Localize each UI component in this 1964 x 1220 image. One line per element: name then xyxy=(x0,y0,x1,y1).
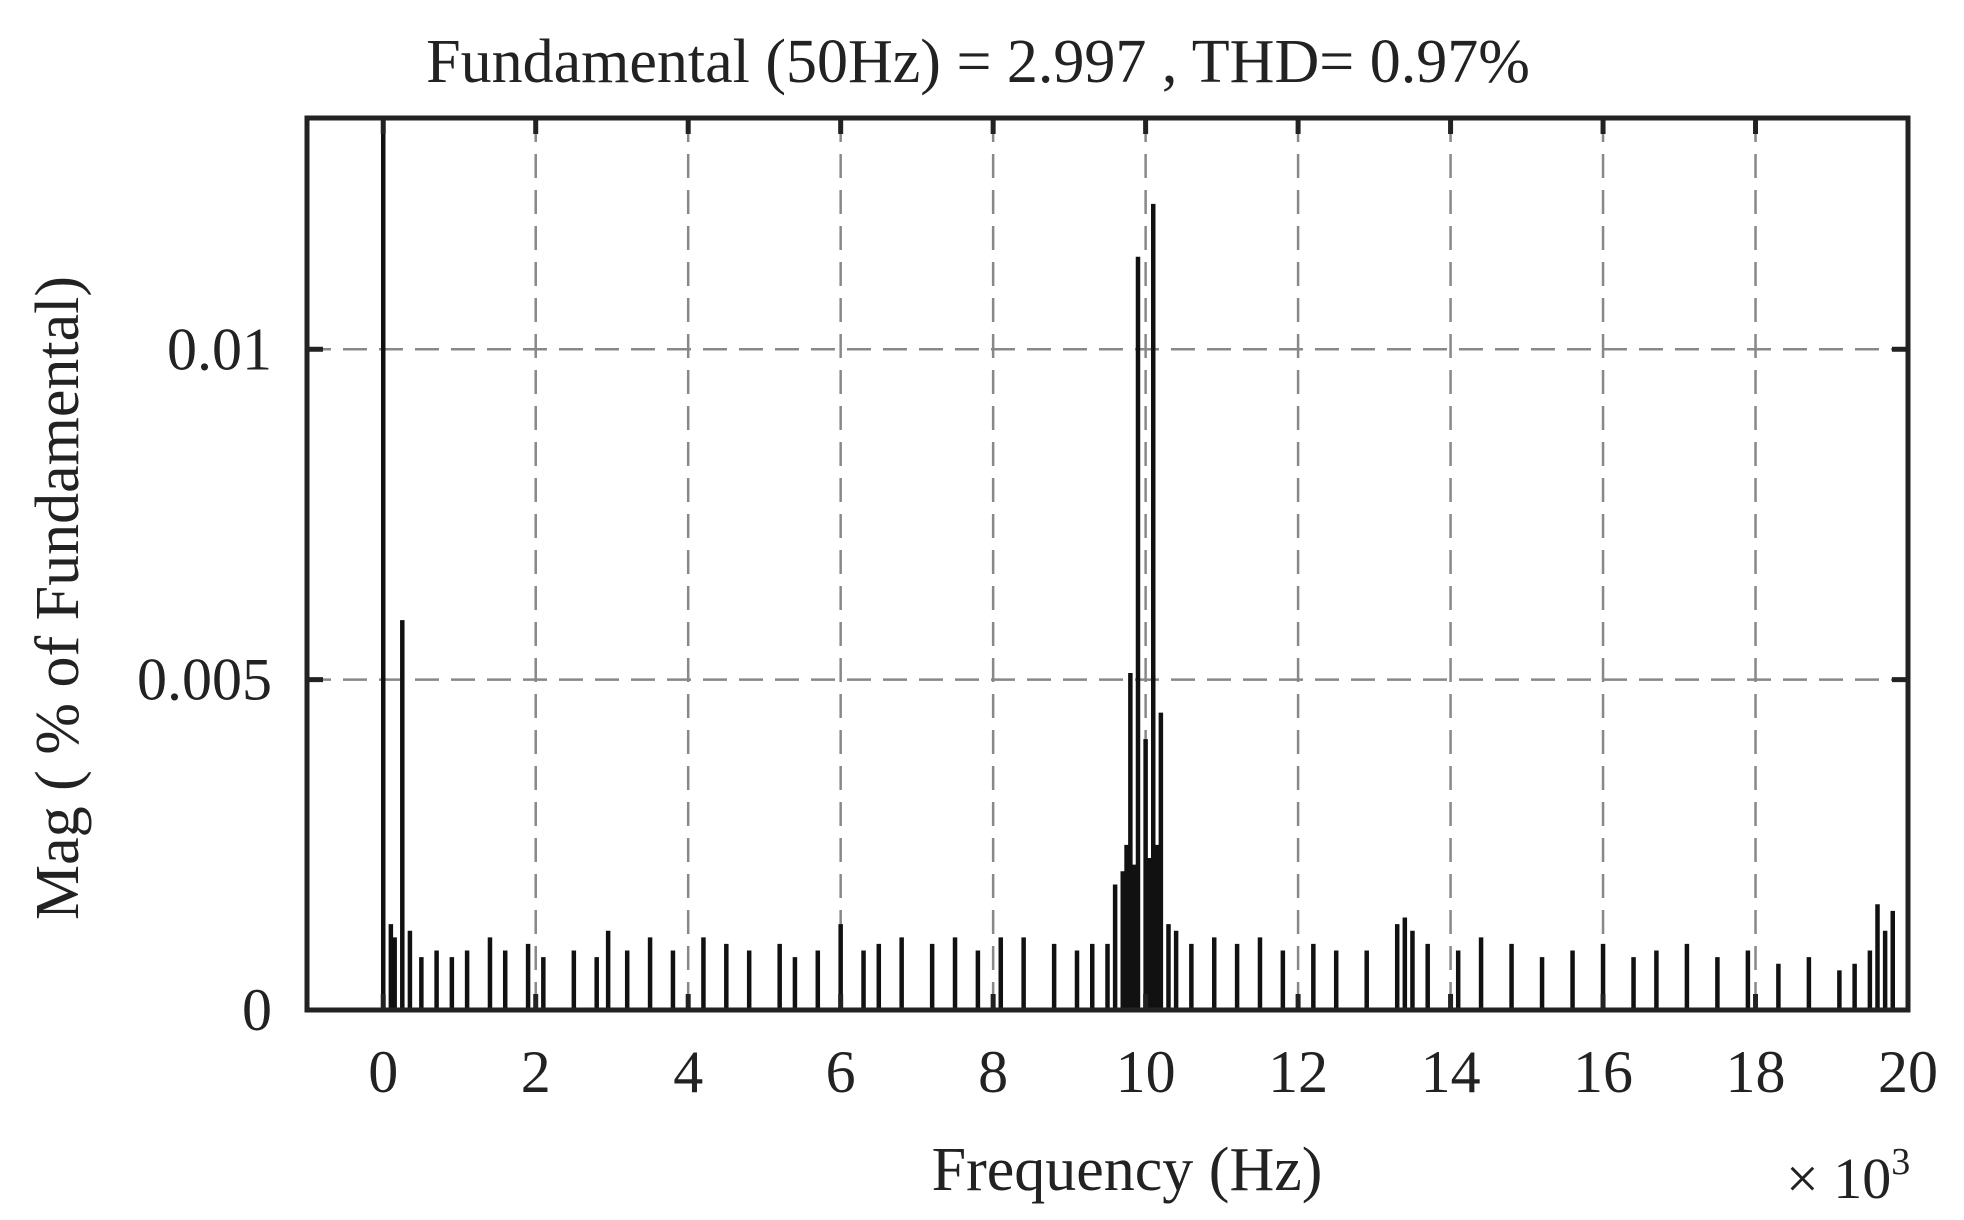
x-tick-label: 4 xyxy=(673,1039,703,1105)
x-tick-label: 12 xyxy=(1268,1039,1328,1105)
x-tick-label: 14 xyxy=(1421,1039,1481,1105)
x-tick-label: 10 xyxy=(1116,1039,1176,1105)
x-axis-multiplier: × 103 xyxy=(1786,1141,1910,1211)
x-tick-label: 8 xyxy=(978,1039,1008,1105)
x-tick-labels: 0 2 4 6 8 10 12 14 16 18 20 xyxy=(368,1039,1938,1105)
y-tick-label: 0 xyxy=(242,977,272,1043)
y-axis-label: Mag ( % of Fundamental) xyxy=(24,276,92,920)
x-tick-label: 6 xyxy=(826,1039,856,1105)
y-tick-labels: 0 0.005 0.01 xyxy=(137,316,272,1043)
plot-frame xyxy=(304,115,1911,1013)
x-axis-multiplier-exponent: 3 xyxy=(1891,1141,1910,1183)
x-axis-label: Frequency (Hz) xyxy=(932,1136,1323,1204)
grid-lines xyxy=(307,118,1908,1010)
x-tick-label: 2 xyxy=(521,1039,551,1105)
y-tick-label: 0.01 xyxy=(167,316,272,382)
chart-title: Fundamental (50Hz) = 2.997 , THD= 0.97% xyxy=(426,28,1530,96)
spectrum-bars xyxy=(380,118,1896,1010)
y-tick-label: 0.005 xyxy=(137,647,272,713)
x-tick-label: 20 xyxy=(1878,1039,1938,1105)
x-axis-multiplier-base: × 10 xyxy=(1786,1146,1891,1211)
x-tick-label: 16 xyxy=(1573,1039,1633,1105)
x-tick-label: 18 xyxy=(1726,1039,1786,1105)
x-tick-label: 0 xyxy=(368,1039,398,1105)
tick-marks xyxy=(307,118,1911,1013)
